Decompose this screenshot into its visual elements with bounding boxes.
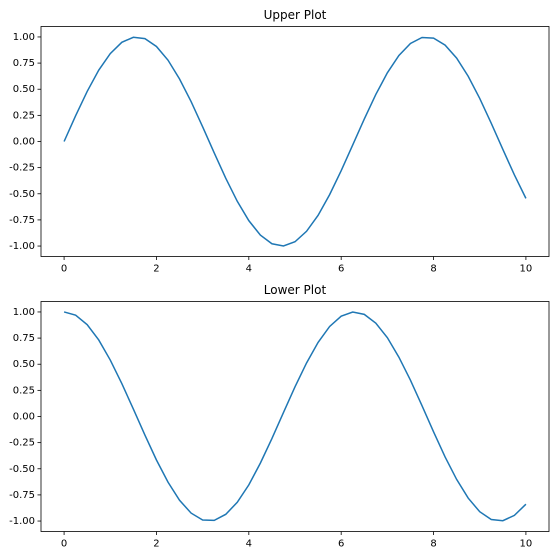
x-tick-label: 8 [430,539,436,550]
y-tick-label: 0.25 [13,385,35,396]
y-tick-label: 0.00 [13,137,35,148]
y-tick-label: 0.25 [13,110,35,121]
y-tick-label: -0.75 [9,215,35,226]
x-tick-label: 10 [520,539,533,550]
x-tick-label: 10 [520,264,533,275]
axes-frame [40,26,550,257]
y-tick-label: -0.25 [9,163,35,174]
x-tick-label: 8 [430,264,436,275]
y-tick-label: -1.00 [9,241,35,252]
x-tick-label: 2 [153,539,159,550]
y-tick-label: -0.75 [9,490,35,501]
y-tick-label: 0.75 [13,333,35,344]
x-tick-label: 4 [246,264,252,275]
y-tick-label: -0.50 [9,189,35,200]
y-tick-label: -0.25 [9,438,35,449]
chart-title: Lower Plot [264,283,327,297]
y-tick-label: 0.75 [13,58,35,69]
y-tick-label: 0.50 [13,359,35,370]
line-series [63,311,527,522]
y-tick-label: -0.50 [9,464,35,475]
x-tick-label: 6 [338,264,344,275]
y-tick-label: 0.50 [13,84,35,95]
y-tick-label: -1.00 [9,516,35,527]
x-tick-label: 2 [153,264,159,275]
x-tick-label: 4 [246,539,252,550]
chart-title: Upper Plot [264,8,327,22]
y-tick-label: 0.00 [13,412,35,423]
x-tick-label: 0 [61,264,67,275]
x-tick-label: 6 [338,539,344,550]
y-tick-label: 1.00 [13,32,35,43]
x-tick-label: 0 [61,539,67,550]
y-tick-label: 1.00 [13,307,35,318]
line-series [63,36,527,247]
axes-frame [40,301,550,532]
